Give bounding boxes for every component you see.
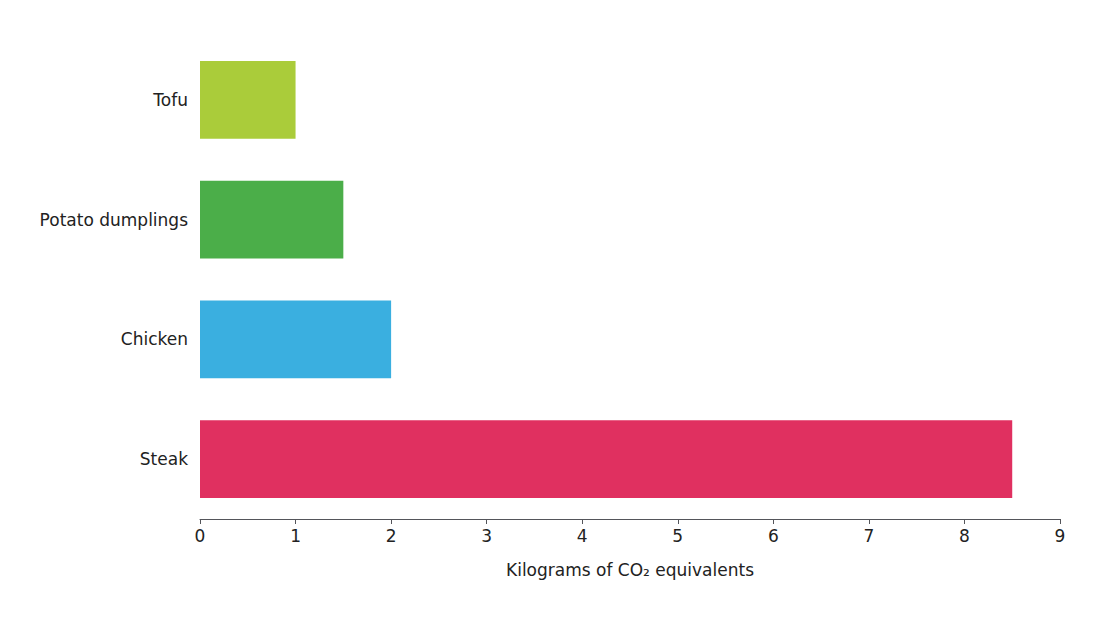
- svg-text:Potato dumplings: Potato dumplings: [40, 210, 189, 230]
- svg-text:7: 7: [863, 526, 874, 546]
- svg-text:4: 4: [577, 526, 588, 546]
- svg-text:Kilograms of CO₂ equivalents: Kilograms of CO₂ equivalents: [506, 560, 754, 580]
- svg-text:2: 2: [386, 526, 397, 546]
- svg-text:Steak: Steak: [140, 449, 188, 469]
- svg-text:1: 1: [290, 526, 301, 546]
- svg-text:5: 5: [672, 526, 683, 546]
- svg-text:Chicken: Chicken: [121, 329, 188, 349]
- svg-text:8: 8: [959, 526, 970, 546]
- svg-text:Tofu: Tofu: [152, 90, 188, 110]
- svg-text:6: 6: [768, 526, 779, 546]
- svg-text:9: 9: [1055, 526, 1066, 546]
- svg-text:3: 3: [481, 526, 492, 546]
- svg-text:0: 0: [195, 526, 206, 546]
